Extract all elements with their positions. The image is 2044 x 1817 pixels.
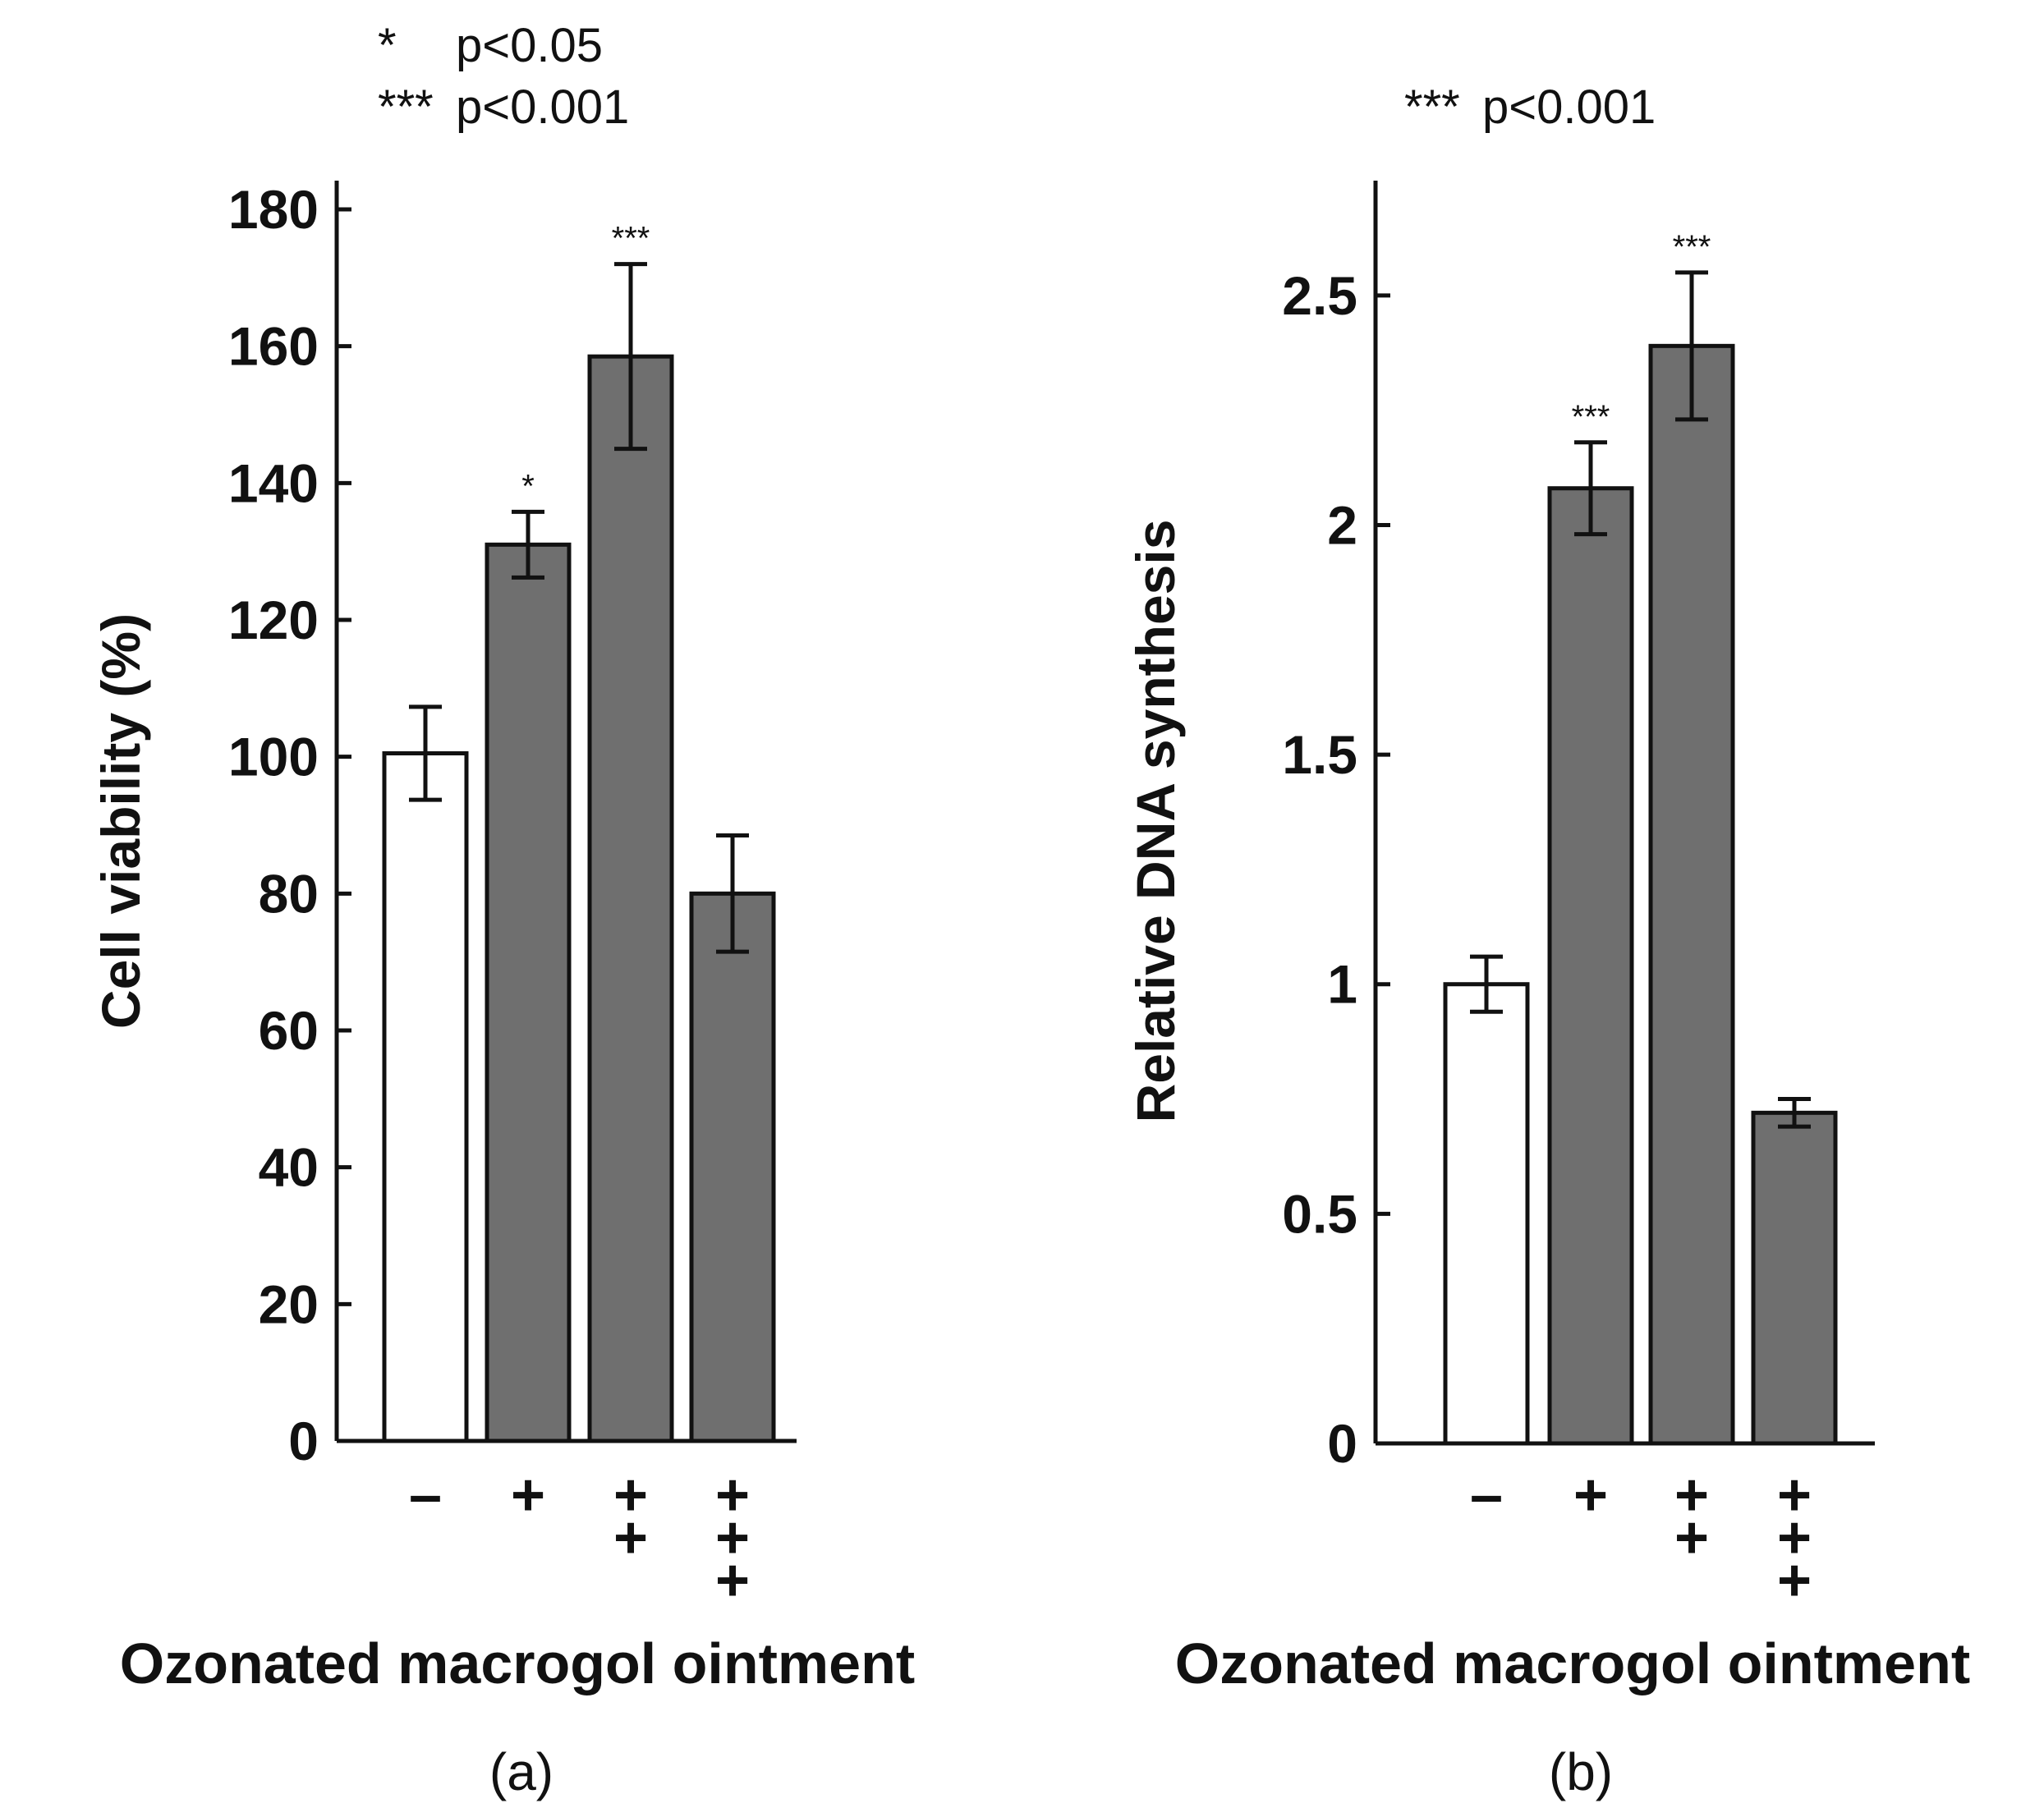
x-axis-label: Ozonated macrogol ointment — [120, 1631, 915, 1695]
legend-marker: * — [378, 19, 397, 72]
legend-marker: *** — [378, 80, 434, 134]
y-tick-label: 2 — [1327, 494, 1357, 555]
y-tick-label: 80 — [259, 863, 319, 924]
y-tick-label: 100 — [228, 727, 319, 787]
x-category-label: + — [1573, 1462, 1608, 1528]
y-tick-label: 0 — [288, 1411, 319, 1471]
y-tick-label: 180 — [228, 179, 319, 240]
x-axis-label: Ozonated macrogol ointment — [1175, 1631, 1970, 1695]
y-tick-label: 120 — [228, 590, 319, 650]
y-tick-label: 1.5 — [1282, 724, 1357, 785]
chart-panel-2: 0 0.5 1 1.5 2 2.5 Relative DNA synthesis – *** + *… — [1125, 80, 1970, 1801]
significance-marker: *** — [1673, 229, 1711, 265]
y-axis-label: Cell viability (%) — [90, 613, 151, 1029]
x-category-label: + — [715, 1462, 750, 1528]
y-axis-label: Relative DNA synthesis — [1125, 520, 1186, 1123]
x-category-label: + — [715, 1505, 750, 1571]
x-category-label: + — [1777, 1505, 1812, 1571]
x-category-label: – — [409, 1462, 442, 1528]
x-category-label: + — [613, 1462, 648, 1528]
bar — [485, 542, 572, 1443]
x-category-label: – — [1470, 1462, 1503, 1528]
legend-text: p<0.001 — [1482, 80, 1656, 134]
panel-label: (b) — [1549, 1742, 1613, 1801]
y-tick-label: 140 — [228, 452, 319, 513]
x-category-label: + — [1777, 1548, 1812, 1613]
panel-label: (a) — [489, 1742, 553, 1801]
y-tick-label: 160 — [228, 316, 319, 377]
x-category-label: + — [1777, 1462, 1812, 1528]
bar — [1751, 1110, 1838, 1446]
y-tick-label: 60 — [259, 1000, 319, 1061]
y-tick-label: 1 — [1327, 954, 1357, 1015]
bar — [382, 751, 469, 1443]
legend-text: p<0.001 — [456, 80, 629, 134]
x-category-label: + — [715, 1548, 750, 1613]
significance-marker: *** — [612, 221, 650, 257]
significance-marker: * — [521, 468, 535, 504]
x-category-label: + — [511, 1462, 545, 1528]
legend-marker: *** — [1404, 80, 1460, 134]
x-category-label: + — [1674, 1462, 1709, 1528]
y-tick-label: 0 — [1327, 1413, 1357, 1474]
y-tick-label: 20 — [259, 1273, 319, 1334]
bar — [1443, 982, 1530, 1446]
y-tick-label: 0.5 — [1282, 1183, 1357, 1244]
y-tick-label: 2.5 — [1282, 265, 1357, 326]
bar — [587, 354, 674, 1443]
x-category-label: + — [613, 1505, 648, 1571]
y-tick-label: 40 — [259, 1137, 319, 1198]
significance-marker: *** — [1572, 399, 1610, 435]
x-category-label: + — [1674, 1505, 1709, 1571]
bar — [1547, 486, 1634, 1446]
legend-text: p<0.05 — [456, 19, 603, 72]
bar — [1648, 343, 1735, 1446]
chart-panel-1: 0 20 40 60 80 100 120 140 160 180 Cell viability (… — [90, 19, 915, 1801]
bar — [689, 891, 776, 1443]
